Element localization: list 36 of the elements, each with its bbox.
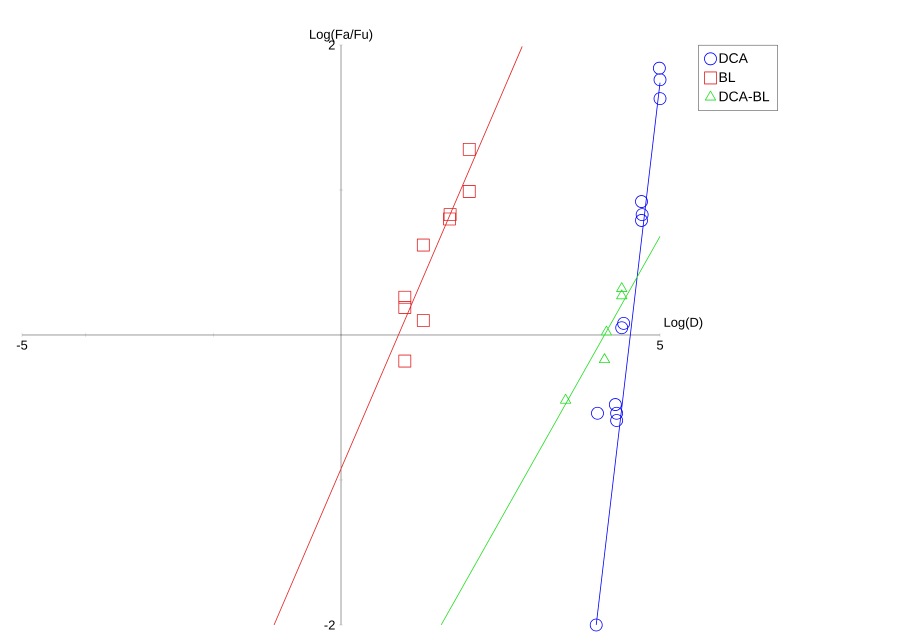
point [462, 185, 476, 198]
x-tick-label: -5 [16, 340, 28, 350]
point [598, 353, 610, 364]
point [652, 62, 666, 75]
x-tick-label: 5 [656, 340, 664, 350]
point [398, 301, 412, 314]
point [398, 290, 412, 304]
point [635, 195, 648, 208]
point [610, 414, 624, 427]
y-tick-label: 2 [328, 40, 335, 50]
point [591, 406, 604, 420]
point [608, 398, 622, 411]
point [635, 214, 648, 227]
point [636, 208, 649, 222]
x-axis-title: Log(D) [664, 317, 702, 330]
point [616, 289, 628, 300]
point [416, 314, 430, 327]
point [615, 321, 628, 334]
point [444, 208, 457, 222]
legend-label: DCA [720, 53, 748, 64]
point [617, 316, 630, 330]
legend-label: BL [720, 72, 736, 82]
legend-label: DCA-BL [720, 91, 770, 102]
point [560, 394, 572, 404]
point [654, 92, 666, 106]
y-tick-label: -2 [324, 620, 335, 630]
point [610, 406, 624, 420]
point [654, 73, 666, 86]
point [616, 282, 628, 292]
point [462, 142, 476, 156]
point [600, 326, 612, 336]
point [590, 618, 603, 632]
point [416, 238, 430, 252]
point [443, 212, 456, 226]
y-axis-title: Log(Fa/Fu) [310, 29, 372, 42]
point [398, 354, 412, 368]
